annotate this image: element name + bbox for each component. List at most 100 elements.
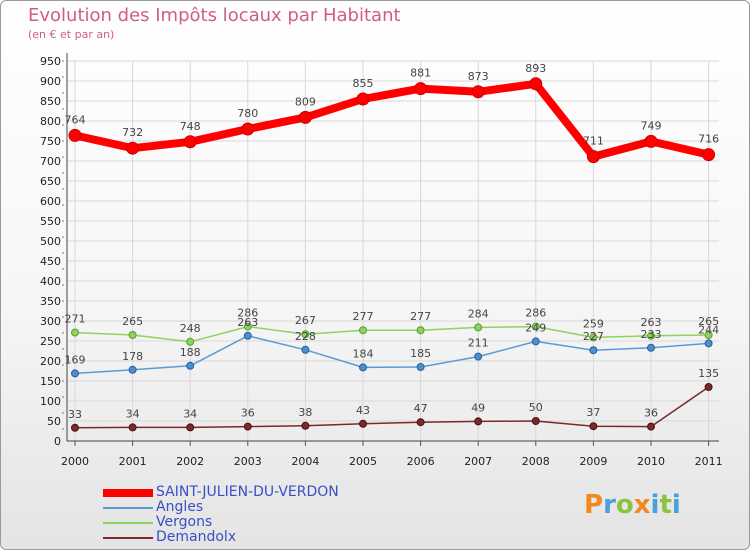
data-point: [128, 423, 137, 432]
data-label: 49: [471, 401, 485, 414]
logo-letter: i: [650, 490, 660, 520]
data-point: [647, 422, 655, 431]
data-point: [474, 417, 483, 426]
data-point: [702, 148, 716, 162]
data-point: [647, 331, 655, 340]
data-label: 711: [583, 135, 604, 148]
data-label: 169: [65, 353, 86, 366]
y-tick-label: 350: [40, 295, 61, 308]
y-tick-label: 650: [40, 175, 61, 188]
x-tick-label: 2010: [637, 455, 665, 468]
y-tick-label: 100: [40, 395, 61, 408]
series-line-3: [74, 386, 710, 429]
y-tick-label: 50: [47, 415, 61, 428]
data-label: 855: [353, 77, 374, 90]
legend-label: Demandolx: [156, 529, 237, 545]
y-tick-label: 800: [40, 115, 61, 128]
data-label: 33: [68, 408, 82, 421]
data-label: 244: [698, 323, 719, 336]
legend-swatch: [103, 522, 153, 524]
x-tick-label: 2003: [234, 455, 262, 468]
data-point: [186, 361, 195, 370]
data-point: [589, 346, 598, 355]
data-label: 263: [237, 316, 258, 329]
data-label: 265: [122, 315, 143, 328]
y-tick-label: 950: [40, 55, 61, 68]
data-point: [531, 417, 540, 425]
legend-swatch: [103, 489, 153, 497]
x-tick-label: 2008: [522, 455, 550, 468]
legend-swatch: [103, 507, 153, 509]
data-point: [529, 77, 543, 91]
data-label: 259: [583, 317, 604, 330]
data-label: 38: [298, 406, 312, 419]
data-label: 36: [644, 407, 658, 420]
x-tick-label: 2005: [349, 455, 377, 468]
legend-entry: Angles: [103, 499, 403, 515]
data-label: 780: [237, 107, 258, 120]
logo-letter: t: [659, 490, 672, 520]
x-tick-label: 2001: [119, 455, 147, 468]
data-label: 249: [525, 321, 546, 334]
data-label: 34: [126, 407, 140, 420]
data-point: [471, 85, 485, 99]
data-point: [531, 337, 540, 346]
data-label: 284: [468, 307, 489, 320]
data-label: 263: [641, 316, 662, 329]
series-line-1: [74, 335, 710, 375]
data-label: 34: [183, 407, 197, 420]
data-label: 809: [295, 95, 316, 108]
data-point: [359, 363, 367, 372]
data-point: [301, 330, 310, 339]
legend: SAINT-JULIEN-DU-VERDON Angles Vergons Deman…: [103, 484, 403, 545]
x-tick-label: 2007: [464, 455, 492, 468]
data-point: [416, 418, 425, 427]
logo-letter: P: [584, 490, 604, 520]
data-labels: 764 732 748 780 809 855 881 873 893 711 749 716 169 1…: [65, 62, 720, 421]
x-tick-label: 2009: [579, 455, 607, 468]
data-point: [301, 345, 310, 354]
data-point: [301, 421, 310, 430]
logo-letter: i: [671, 490, 681, 520]
data-label: 178: [122, 350, 143, 363]
data-point: [589, 422, 598, 431]
data-label: 43: [356, 404, 370, 417]
y-tick-label: 400: [40, 275, 61, 288]
logo-letter: x: [633, 490, 651, 520]
y-tick-label: 150: [40, 375, 61, 388]
data-label: 227: [583, 330, 604, 343]
data-point: [243, 422, 252, 431]
legend-label: Vergons: [156, 514, 213, 530]
legend-swatch: [103, 537, 153, 539]
data-point: [126, 141, 140, 155]
data-label: 893: [525, 62, 546, 75]
legend-entry: SAINT-JULIEN-DU-VERDON: [103, 484, 403, 500]
legend-entry: Vergons: [103, 514, 403, 530]
data-point: [704, 339, 713, 348]
proxiti-logo: Proxiti: [584, 490, 681, 520]
data-point: [704, 331, 713, 339]
x-tick-label: 2011: [695, 455, 723, 468]
data-label: 271: [65, 313, 86, 326]
axes: 0501001502002503003504004505005506006507…: [40, 53, 723, 468]
data-label: 233: [641, 328, 662, 341]
data-label: 47: [414, 402, 428, 415]
data-label: 248: [180, 322, 201, 335]
data-point: [186, 337, 195, 346]
chart-title: Evolution des Impôts locaux par Habitant: [28, 5, 401, 26]
data-point: [241, 122, 255, 136]
chart-subtitle: (en € et par an): [28, 28, 115, 41]
data-label: 881: [410, 67, 431, 80]
data-point: [186, 423, 195, 432]
data-point: [647, 343, 655, 352]
data-point: [128, 331, 137, 339]
data-label: 211: [468, 337, 489, 350]
logo-letter: r: [603, 490, 616, 520]
data-point: [71, 423, 79, 432]
data-label: 228: [295, 330, 316, 343]
data-label: 286: [525, 307, 546, 320]
data-point: [586, 150, 600, 164]
grid-lines: [67, 60, 719, 442]
y-tick-label: 250: [40, 335, 61, 348]
